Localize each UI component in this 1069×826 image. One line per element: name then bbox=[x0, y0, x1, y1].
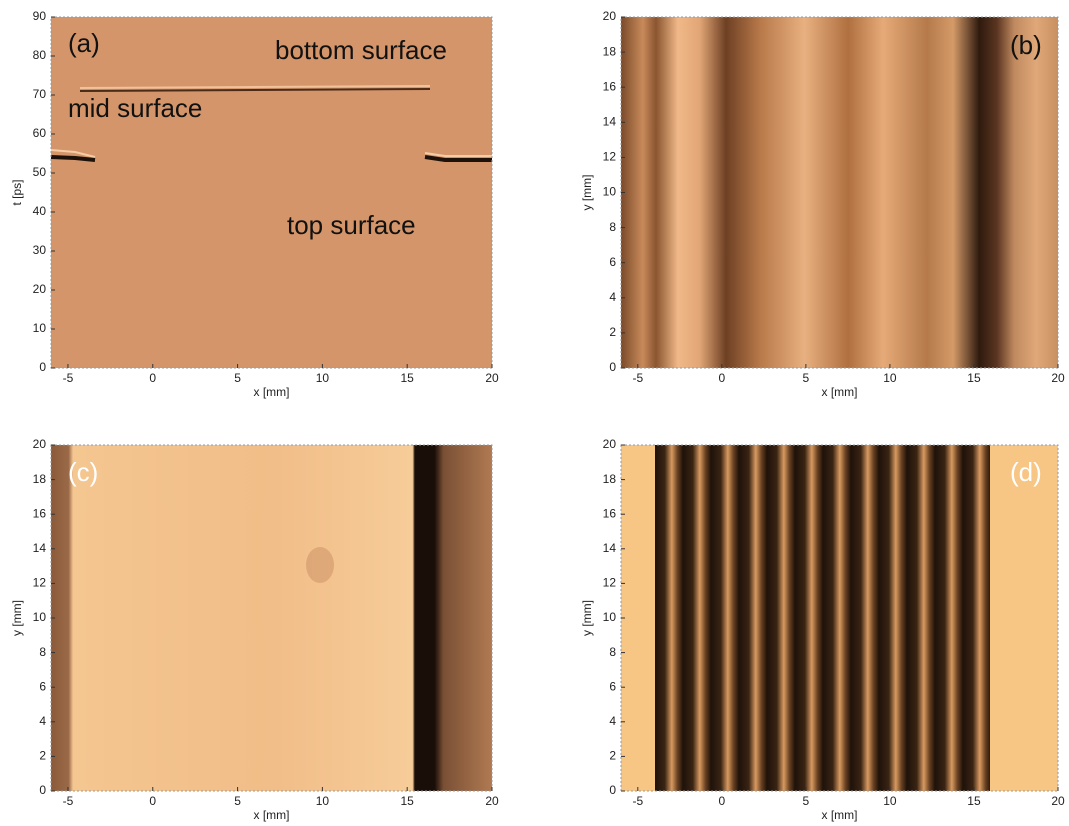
x-tick-label: 15 bbox=[401, 794, 415, 808]
y-tick-label: 6 bbox=[39, 679, 46, 693]
y-tick-label: 16 bbox=[33, 506, 47, 520]
y-axis-label: y [mm] bbox=[580, 600, 594, 636]
annotation: (a) bbox=[68, 28, 100, 58]
y-tick-label: 2 bbox=[609, 749, 616, 763]
y-axis-label: y [mm] bbox=[580, 175, 594, 211]
annotation: bottom surface bbox=[275, 35, 447, 65]
y-tick-label: 4 bbox=[609, 714, 616, 728]
y-tick-label: 18 bbox=[603, 44, 617, 58]
y-tick-label: 80 bbox=[33, 48, 47, 62]
y-tick-label: 12 bbox=[33, 576, 47, 590]
x-tick-label: 20 bbox=[485, 794, 499, 808]
x-tick-label: -5 bbox=[63, 794, 74, 808]
panel-b-image bbox=[621, 17, 1058, 368]
y-tick-label: 20 bbox=[33, 282, 47, 296]
y-tick-label: 10 bbox=[603, 610, 617, 624]
annotation: top surface bbox=[287, 210, 416, 240]
y-tick-label: 10 bbox=[33, 321, 47, 335]
y-tick-label: 0 bbox=[39, 360, 46, 374]
y-tick-label: 16 bbox=[603, 79, 617, 93]
y-tick-label: 2 bbox=[39, 749, 46, 763]
x-axis-label: x [mm] bbox=[254, 808, 290, 822]
y-tick-label: 20 bbox=[33, 437, 47, 451]
x-tick-label: 10 bbox=[883, 371, 897, 385]
y-tick-label: 14 bbox=[603, 541, 617, 555]
y-tick-label: 60 bbox=[33, 126, 47, 140]
x-axis-label: x [mm] bbox=[822, 385, 858, 399]
annotation: (d) bbox=[1010, 457, 1042, 487]
x-tick-label: -5 bbox=[632, 794, 643, 808]
y-tick-label: 8 bbox=[609, 220, 616, 234]
y-tick-label: 4 bbox=[39, 714, 46, 728]
figure: -5051015200102030405060708090x [mm]t [ps… bbox=[0, 0, 1069, 826]
annotation: mid surface bbox=[68, 93, 202, 123]
y-tick-label: 10 bbox=[33, 610, 47, 624]
x-tick-label: 0 bbox=[719, 794, 726, 808]
y-tick-label: 20 bbox=[603, 9, 617, 23]
x-tick-label: 0 bbox=[719, 371, 726, 385]
x-tick-label: 0 bbox=[149, 794, 156, 808]
x-tick-label: 5 bbox=[803, 794, 810, 808]
x-tick-label: 10 bbox=[883, 794, 897, 808]
y-tick-label: 50 bbox=[33, 165, 47, 179]
annotation: (c) bbox=[68, 457, 98, 487]
y-axis-label: t [ps] bbox=[10, 179, 24, 205]
x-tick-label: 20 bbox=[485, 371, 499, 385]
y-tick-label: 0 bbox=[39, 783, 46, 797]
y-tick-label: 18 bbox=[603, 472, 617, 486]
y-tick-label: 14 bbox=[603, 114, 617, 128]
x-tick-label: -5 bbox=[632, 371, 643, 385]
x-tick-label: -5 bbox=[63, 371, 74, 385]
x-tick-label: 5 bbox=[234, 794, 241, 808]
y-tick-label: 8 bbox=[39, 645, 46, 659]
y-tick-label: 8 bbox=[609, 645, 616, 659]
y-tick-label: 0 bbox=[609, 360, 616, 374]
y-tick-label: 14 bbox=[33, 541, 47, 555]
y-tick-label: 6 bbox=[609, 255, 616, 269]
panel-a-image bbox=[51, 17, 492, 368]
x-tick-label: 5 bbox=[234, 371, 241, 385]
x-tick-label: 10 bbox=[316, 794, 330, 808]
y-tick-label: 16 bbox=[603, 506, 617, 520]
x-axis-label: x [mm] bbox=[254, 385, 290, 399]
y-tick-label: 6 bbox=[609, 679, 616, 693]
annotation: (b) bbox=[1010, 30, 1042, 60]
y-tick-label: 0 bbox=[609, 783, 616, 797]
y-tick-label: 70 bbox=[33, 87, 47, 101]
x-tick-label: 15 bbox=[967, 371, 981, 385]
panel-d-image bbox=[621, 445, 1058, 791]
x-tick-label: 0 bbox=[149, 371, 156, 385]
x-tick-label: 10 bbox=[316, 371, 330, 385]
y-tick-label: 90 bbox=[33, 9, 47, 23]
x-tick-label: 15 bbox=[967, 794, 981, 808]
y-axis-label: y [mm] bbox=[10, 600, 24, 636]
y-tick-label: 2 bbox=[609, 325, 616, 339]
x-tick-label: 15 bbox=[401, 371, 415, 385]
y-tick-label: 4 bbox=[609, 290, 616, 304]
x-axis-label: x [mm] bbox=[822, 808, 858, 822]
y-tick-label: 20 bbox=[603, 437, 617, 451]
x-tick-label: 20 bbox=[1051, 371, 1065, 385]
panel-c-image bbox=[51, 445, 492, 791]
y-tick-label: 40 bbox=[33, 204, 47, 218]
y-tick-label: 12 bbox=[603, 150, 617, 164]
y-tick-label: 30 bbox=[33, 243, 47, 257]
y-tick-label: 10 bbox=[603, 185, 617, 199]
x-tick-label: 5 bbox=[803, 371, 810, 385]
y-tick-label: 12 bbox=[603, 576, 617, 590]
x-tick-label: 20 bbox=[1051, 794, 1065, 808]
y-tick-label: 18 bbox=[33, 472, 47, 486]
